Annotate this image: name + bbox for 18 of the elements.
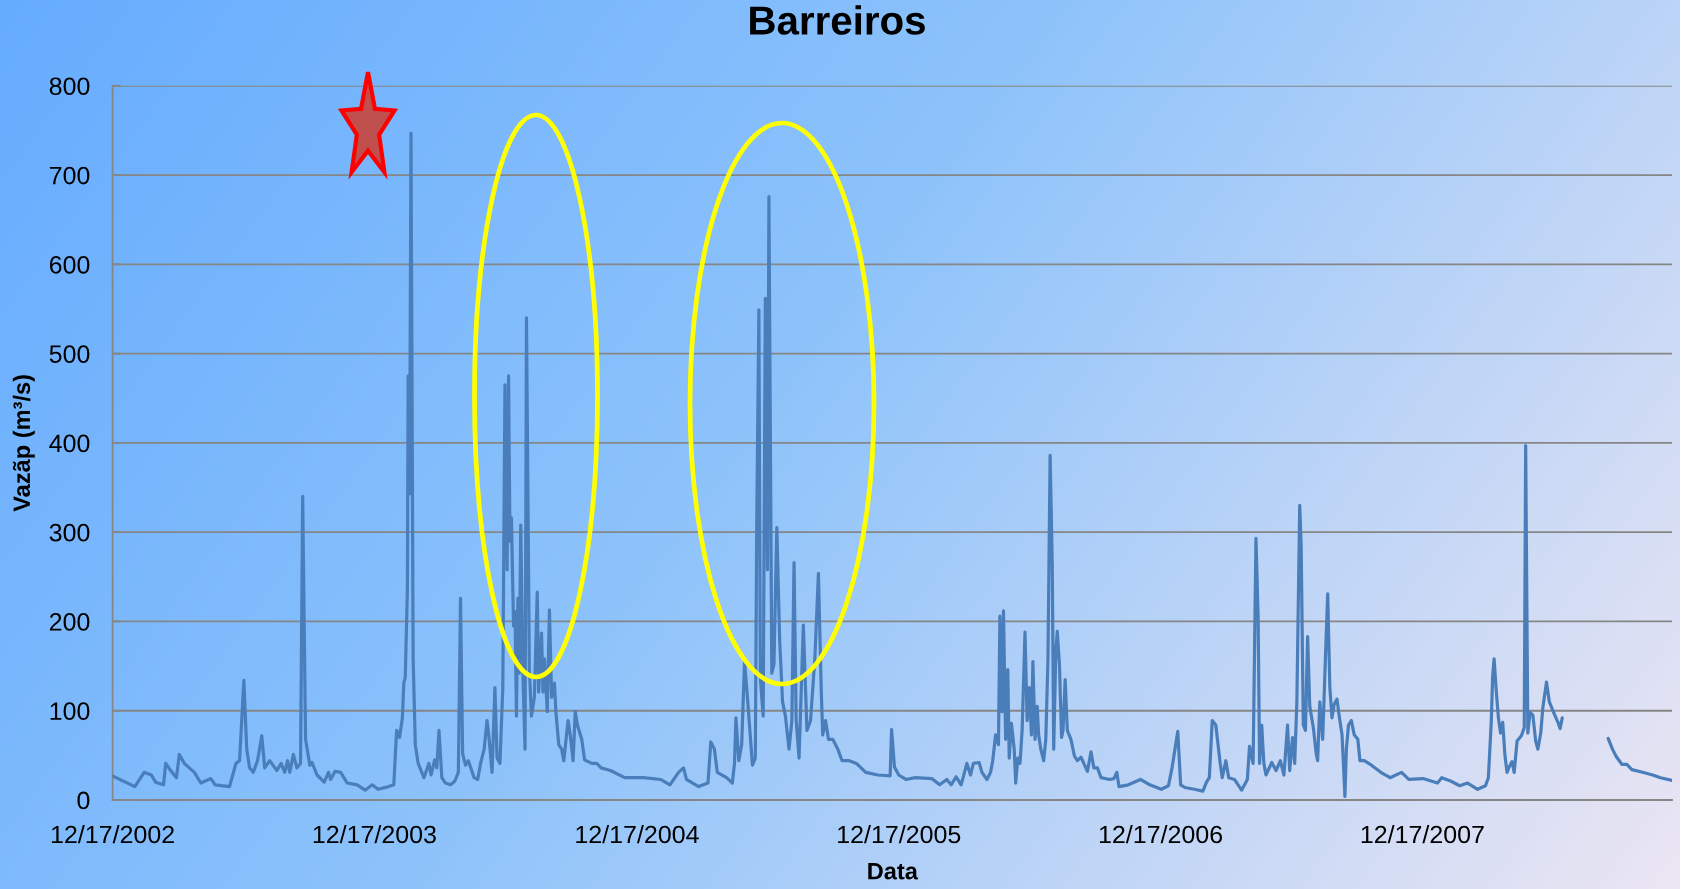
y-tick-label: 500 [49,345,90,363]
x-tick-label: 12/17/2006 [1099,825,1223,844]
y-tick-label: 800 [49,77,90,96]
y-tick-label: 200 [49,613,90,631]
x-tick-label: 12/17/2005 [838,825,961,844]
x-tick-label: 12/17/2004 [576,825,699,844]
y-tick-label: 600 [49,255,90,274]
y-tick-label: 700 [49,166,90,185]
y-axis-title: Vazãp (m³/s) [12,375,35,512]
x-tick-label: 12/17/2002 [51,825,174,844]
x-tick-label: 12/17/2003 [313,825,436,844]
y-tick-label: 0 [77,791,90,810]
chart-title: Barreiros [750,5,925,35]
y-tick-label: 400 [49,434,90,453]
y-tick-label: 100 [50,702,90,721]
x-axis-title: Data [868,863,919,880]
x-tick-label: 12/17/2007 [1361,825,1484,844]
y-tick-label: 300 [49,523,90,542]
